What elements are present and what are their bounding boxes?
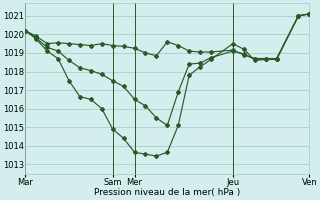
X-axis label: Pression niveau de la mer( hPa ): Pression niveau de la mer( hPa ) [94,188,240,197]
